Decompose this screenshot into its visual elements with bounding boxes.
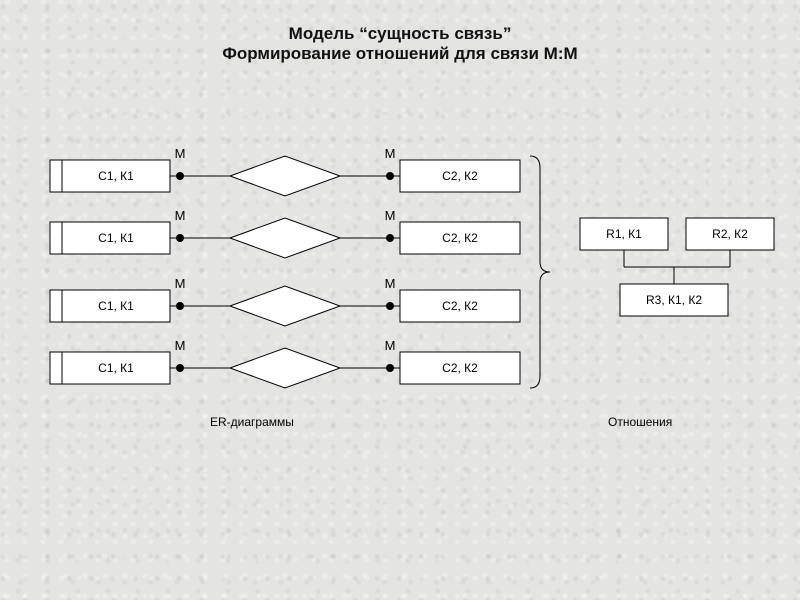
entity-left-label: С1, К1: [98, 231, 134, 245]
entity-right-label: С2, К2: [442, 231, 478, 245]
relationship-diamond: [230, 218, 340, 258]
entity-right-label: С2, К2: [442, 299, 478, 313]
cardinality-left: М: [175, 146, 186, 161]
cardinality-left: М: [175, 276, 186, 291]
relation-label-r1: R1, К1: [606, 227, 642, 241]
entity-left-label: С1, К1: [98, 169, 134, 183]
cardinality-right: М: [385, 276, 396, 291]
entity-left-label: С1, К1: [98, 299, 134, 313]
relation-label-r3: R3, К1, К2: [646, 293, 702, 307]
er-diagram-svg: С1, К1 С2, К2 М М С1, К1 С2, К2 М М С1, К1 С2, К2…: [0, 0, 800, 600]
cardinality-dot-right: [386, 302, 394, 310]
entity-left-label: С1, К1: [98, 361, 134, 375]
cardinality-right: М: [385, 208, 396, 223]
cardinality-right: М: [385, 146, 396, 161]
cardinality-left: М: [175, 338, 186, 353]
relationship-diamond: [230, 348, 340, 388]
relationship-diamond: [230, 286, 340, 326]
cardinality-dot-left: [176, 364, 184, 372]
entity-right-label: С2, К2: [442, 361, 478, 375]
cardinality-dot-left: [176, 234, 184, 242]
cardinality-right: М: [385, 338, 396, 353]
caption-er: ER-диаграммы: [210, 415, 294, 429]
cardinality-dot-right: [386, 234, 394, 242]
relationship-diamond: [230, 156, 340, 196]
cardinality-dot-left: [176, 172, 184, 180]
cardinality-dot-right: [386, 364, 394, 372]
cardinality-dot-right: [386, 172, 394, 180]
cardinality-dot-left: [176, 302, 184, 310]
relation-label-r2: R2, К2: [712, 227, 748, 241]
caption-relations: Отношения: [608, 415, 672, 429]
brace-icon: [530, 156, 550, 388]
cardinality-left: М: [175, 208, 186, 223]
entity-right-label: С2, К2: [442, 169, 478, 183]
